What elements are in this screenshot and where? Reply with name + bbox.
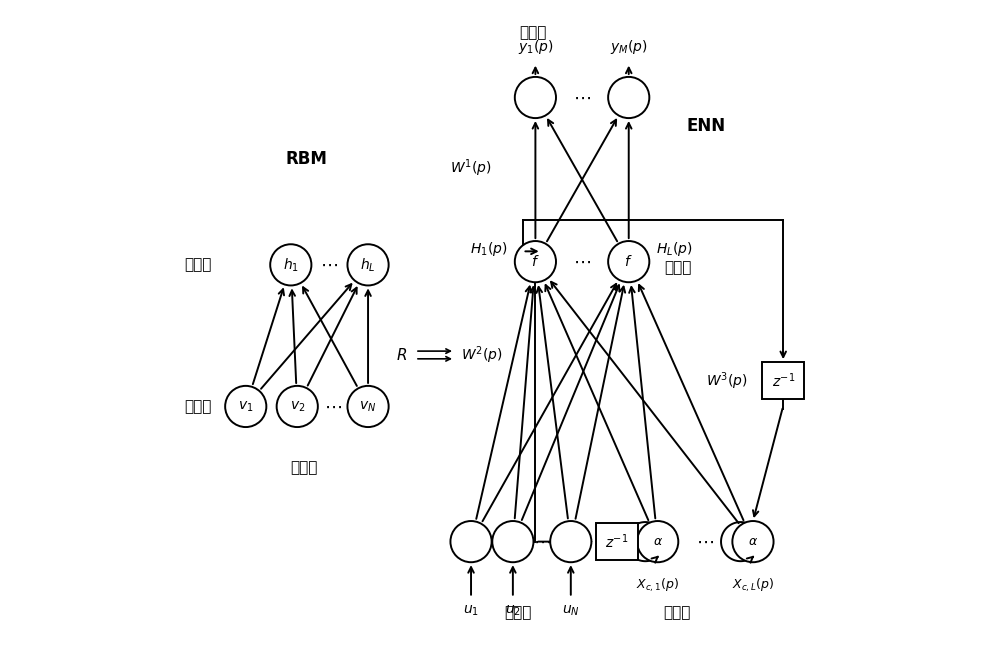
Circle shape xyxy=(732,521,774,562)
Text: 隐含层: 隐含层 xyxy=(185,258,212,273)
Circle shape xyxy=(450,521,492,562)
Bar xyxy=(762,362,804,400)
Text: $z^{-1}$: $z^{-1}$ xyxy=(605,532,629,551)
Circle shape xyxy=(270,244,311,286)
Text: 可见层: 可见层 xyxy=(290,460,317,475)
Circle shape xyxy=(608,77,649,118)
Circle shape xyxy=(515,77,556,118)
Text: $h_L$: $h_L$ xyxy=(360,256,376,274)
Text: $f$: $f$ xyxy=(624,254,633,269)
Text: 承接层: 承接层 xyxy=(663,605,691,620)
Text: $X_{c,1}(p)$: $X_{c,1}(p)$ xyxy=(636,576,679,593)
Circle shape xyxy=(515,241,556,282)
Text: $\cdots$: $\cdots$ xyxy=(573,252,591,271)
Text: $v_N$: $v_N$ xyxy=(359,399,377,413)
Text: $y_M(p)$: $y_M(p)$ xyxy=(610,38,648,56)
Text: $u_1$: $u_1$ xyxy=(463,604,479,619)
Text: 可见层: 可见层 xyxy=(185,399,212,414)
Text: $\cdots$: $\cdots$ xyxy=(696,533,714,551)
Text: $v_1$: $v_1$ xyxy=(238,399,253,413)
Circle shape xyxy=(608,241,649,282)
Circle shape xyxy=(347,386,389,427)
Text: $z^{-1}$: $z^{-1}$ xyxy=(772,372,795,390)
Text: $\cdots$: $\cdots$ xyxy=(324,398,342,415)
Circle shape xyxy=(550,521,591,562)
Text: $\alpha$: $\alpha$ xyxy=(653,535,663,548)
Text: $v_2$: $v_2$ xyxy=(290,399,305,413)
Text: $W^3(p)$: $W^3(p)$ xyxy=(706,370,748,391)
Text: $\cdots$: $\cdots$ xyxy=(320,256,338,274)
Circle shape xyxy=(225,386,266,427)
Text: $\cdots$: $\cdots$ xyxy=(573,89,591,106)
Text: 输入层: 输入层 xyxy=(504,605,532,620)
Text: $H_1(p)$: $H_1(p)$ xyxy=(470,240,507,258)
Text: $h_1$: $h_1$ xyxy=(283,256,299,274)
Circle shape xyxy=(637,521,678,562)
Text: RBM: RBM xyxy=(286,150,328,168)
Text: $\cdots$: $\cdots$ xyxy=(533,533,551,551)
Text: 输出层: 输出层 xyxy=(519,25,547,40)
Text: $H_L(p)$: $H_L(p)$ xyxy=(656,240,692,258)
Text: $u_2$: $u_2$ xyxy=(505,604,521,619)
Text: $f$: $f$ xyxy=(531,254,540,269)
Text: $W^1(p)$: $W^1(p)$ xyxy=(450,158,492,179)
Text: $X_{c,L}(p)$: $X_{c,L}(p)$ xyxy=(732,576,774,593)
Text: $u_N$: $u_N$ xyxy=(562,604,580,619)
Text: $W^2(p)$: $W^2(p)$ xyxy=(461,344,503,366)
Text: $R$: $R$ xyxy=(396,347,407,363)
Text: 隐含层: 隐含层 xyxy=(664,261,692,276)
Text: $y_1(p)$: $y_1(p)$ xyxy=(518,38,553,56)
Circle shape xyxy=(347,244,389,286)
Circle shape xyxy=(492,521,533,562)
Circle shape xyxy=(277,386,318,427)
Text: $\alpha$: $\alpha$ xyxy=(748,535,758,548)
Bar xyxy=(596,523,638,560)
Text: ENN: ENN xyxy=(686,117,726,136)
